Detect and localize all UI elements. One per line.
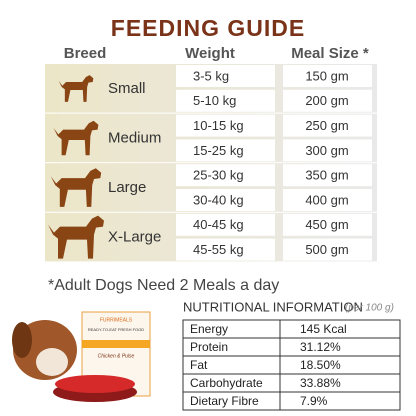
product-photo: FURRIMEALS READY-TO-EAT FRESH FOOD Chick… bbox=[12, 311, 151, 402]
package-flavor: Chicken & Pulse bbox=[98, 353, 135, 359]
weight: 5-10 kg bbox=[193, 93, 236, 108]
nutrition-table: Energy 145 Kcal Protein 31.12% Fat 18.50% Carb… bbox=[182, 319, 401, 411]
weight: 15-25 kg bbox=[193, 143, 244, 158]
bowl-rim bbox=[55, 375, 135, 393]
title: FEEDING GUIDE bbox=[111, 15, 305, 41]
meal-size: 250 gm bbox=[305, 118, 348, 133]
meal-cell bbox=[283, 189, 372, 211]
meal-size: 400 gm bbox=[305, 192, 348, 207]
weight-cell bbox=[176, 238, 275, 261]
nutrient: Fat bbox=[190, 358, 208, 372]
weight: 10-15 kg bbox=[193, 118, 244, 133]
meal-cell bbox=[283, 164, 372, 187]
puppy-face bbox=[36, 348, 68, 376]
weight: 30-40 kg bbox=[193, 192, 244, 207]
breed: X-Large bbox=[108, 229, 161, 246]
breed: Medium bbox=[108, 129, 161, 146]
weight: 40-45 kg bbox=[193, 217, 244, 232]
package-brand: FURRIMEALS bbox=[100, 317, 133, 323]
note: *Adult Dogs Need 2 Meals a day bbox=[48, 277, 279, 294]
weight-cell bbox=[176, 114, 275, 137]
meal-cell bbox=[283, 139, 372, 162]
nutrient-value: 145 Kcal bbox=[300, 322, 347, 336]
weight: 45-55 kg bbox=[193, 242, 244, 257]
weight-cell bbox=[176, 213, 275, 236]
nutrient-value: 31.12% bbox=[300, 340, 341, 354]
nutrient: Carbohydrate bbox=[190, 376, 263, 390]
meal-cell bbox=[283, 238, 372, 261]
nutrient: Energy bbox=[190, 322, 228, 336]
nutrient-value: 7.9% bbox=[300, 394, 328, 408]
meal-size: 150 gm bbox=[305, 68, 348, 83]
nutrition-title: NUTRITIONAL INFORMATION bbox=[183, 299, 363, 314]
meal-cell bbox=[283, 213, 372, 236]
meal-size: 350 gm bbox=[305, 168, 348, 183]
weight: 25-30 kg bbox=[193, 168, 244, 183]
meal-size: 450 gm bbox=[305, 217, 348, 232]
nutrient: Protein bbox=[190, 340, 228, 354]
meal-cell bbox=[283, 89, 372, 112]
weight-cell bbox=[176, 65, 275, 87]
package-tagline: READY-TO-EAT FRESH FOOD bbox=[88, 327, 144, 332]
breed: Large bbox=[108, 179, 146, 196]
breed: Small bbox=[108, 80, 146, 97]
meal-size: 300 gm bbox=[305, 143, 348, 158]
meal-size: 200 gm bbox=[305, 93, 348, 108]
header-meal: Meal Size * bbox=[291, 45, 369, 62]
package-band bbox=[82, 340, 150, 348]
weight-cell bbox=[176, 139, 275, 162]
weight-cell bbox=[176, 89, 275, 112]
meal-cell bbox=[283, 114, 372, 137]
nutrition-value-cell bbox=[279, 391, 401, 411]
weight-cell bbox=[176, 189, 275, 211]
weight-cell bbox=[176, 164, 275, 187]
nutrient-value: 18.50% bbox=[300, 358, 341, 372]
weight: 3-5 kg bbox=[193, 68, 229, 83]
nutrient-value: 33.88% bbox=[300, 376, 341, 390]
nutrient: Dietary Fibre bbox=[190, 394, 259, 408]
header-breed: Breed bbox=[64, 45, 107, 62]
nutrition-subtitle: (per 100 g) bbox=[345, 303, 394, 314]
meal-size: 500 gm bbox=[305, 242, 348, 257]
puppy-ear bbox=[12, 322, 32, 358]
feeding-table: 3-5 kg 150 gm 5-10 kg 200 gm Small 10-15 kg 25… bbox=[45, 64, 377, 262]
header-weight: Weight bbox=[185, 45, 235, 62]
meal-cell bbox=[283, 65, 372, 87]
